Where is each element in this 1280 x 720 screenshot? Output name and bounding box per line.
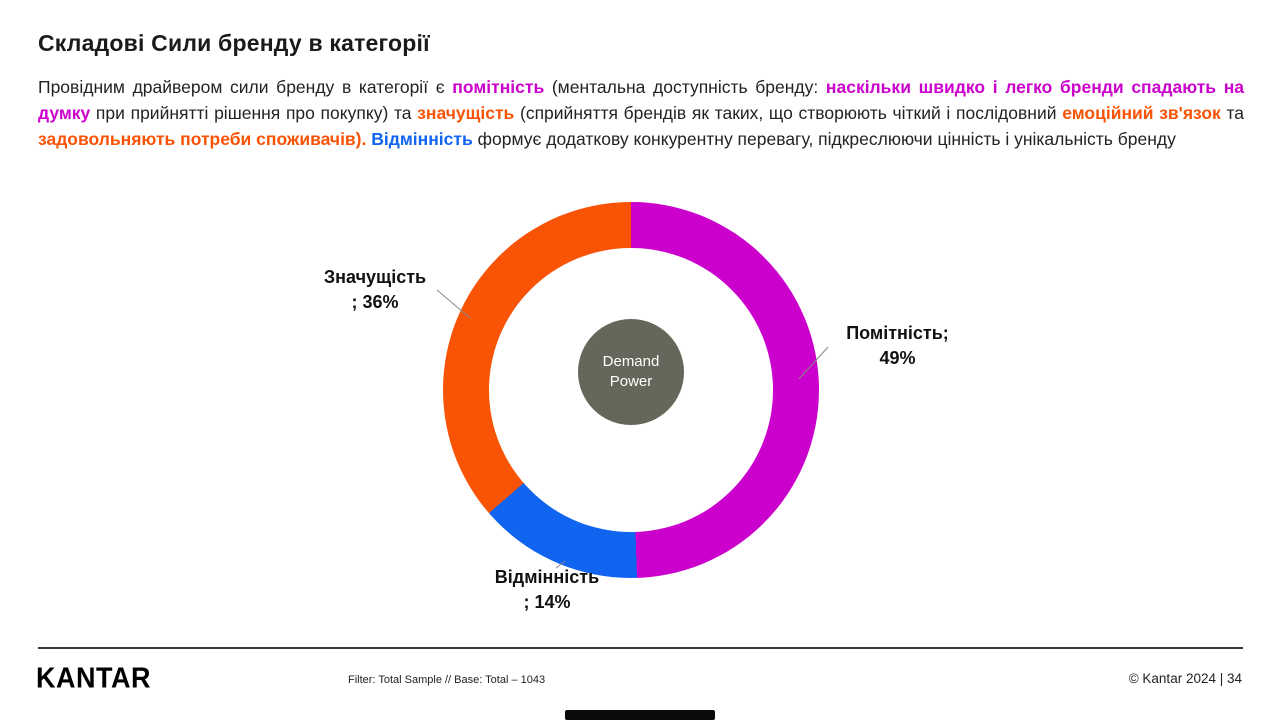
paragraph-segment-blue: Відмінність bbox=[371, 129, 473, 149]
callout-vidminnist-line1: Відмінність bbox=[494, 567, 600, 587]
paragraph-segment-magenta: помітність bbox=[452, 77, 545, 97]
paragraph-segment-orange: задовольняють потреби споживачів). bbox=[38, 129, 367, 149]
paragraph-segment-orange: емоційний зв'язок bbox=[1062, 103, 1221, 123]
paragraph-segment: при прийнятті рішення про покупку) та bbox=[90, 103, 418, 123]
kantar-logo: KANTAR bbox=[36, 662, 151, 694]
callout-pomitnist-line2: 49% bbox=[879, 348, 916, 369]
page-title: Складові Сили бренду в категорії bbox=[38, 30, 430, 56]
donut-chart: Demand Power bbox=[443, 202, 819, 578]
bottom-bar bbox=[565, 710, 715, 720]
paragraph-segment: (сприйняття брендів як таких, що створюю… bbox=[514, 103, 1063, 123]
paragraph-segment-magenta: наскільки швидко і легко бренди спадають… bbox=[38, 77, 1244, 123]
paragraph-segment: (ментальна доступність бренду: bbox=[544, 77, 826, 97]
callout-znachushchist: Значущість ; 36% bbox=[295, 265, 455, 315]
donut-chart-region: Demand Power Значущість ; 36% Помітність… bbox=[0, 195, 1280, 645]
paragraph-segment-orange: значущість bbox=[417, 103, 515, 123]
intro-paragraph: Провідним драйвером сили бренду в катего… bbox=[38, 74, 1244, 152]
callout-vidminnist-line2: ; 14% bbox=[523, 592, 571, 613]
callout-pomitnist: Помітність; 49% bbox=[815, 321, 980, 371]
paragraph-segment: Провідним драйвером сили бренду в катего… bbox=[38, 77, 453, 97]
callout-znachushchist-line2: ; 36% bbox=[351, 292, 399, 313]
center-circle: Demand Power bbox=[578, 319, 684, 425]
paragraph-segment: формує додаткову конкурентну перевагу, п… bbox=[472, 129, 1176, 149]
callout-pomitnist-line1: Помітність; bbox=[846, 323, 949, 343]
callout-znachushchist-line1: Значущість bbox=[323, 267, 427, 287]
callout-vidminnist: Відмінність ; 14% bbox=[462, 565, 632, 615]
footer-filter-text: Filter: Total Sample // Base: Total – 10… bbox=[348, 674, 546, 686]
center-label: Demand Power bbox=[602, 352, 660, 390]
footer-divider bbox=[38, 647, 1243, 649]
paragraph-segment: та bbox=[1220, 103, 1245, 123]
footer-copyright: © Kantar 2024 | 34 bbox=[1128, 671, 1242, 686]
